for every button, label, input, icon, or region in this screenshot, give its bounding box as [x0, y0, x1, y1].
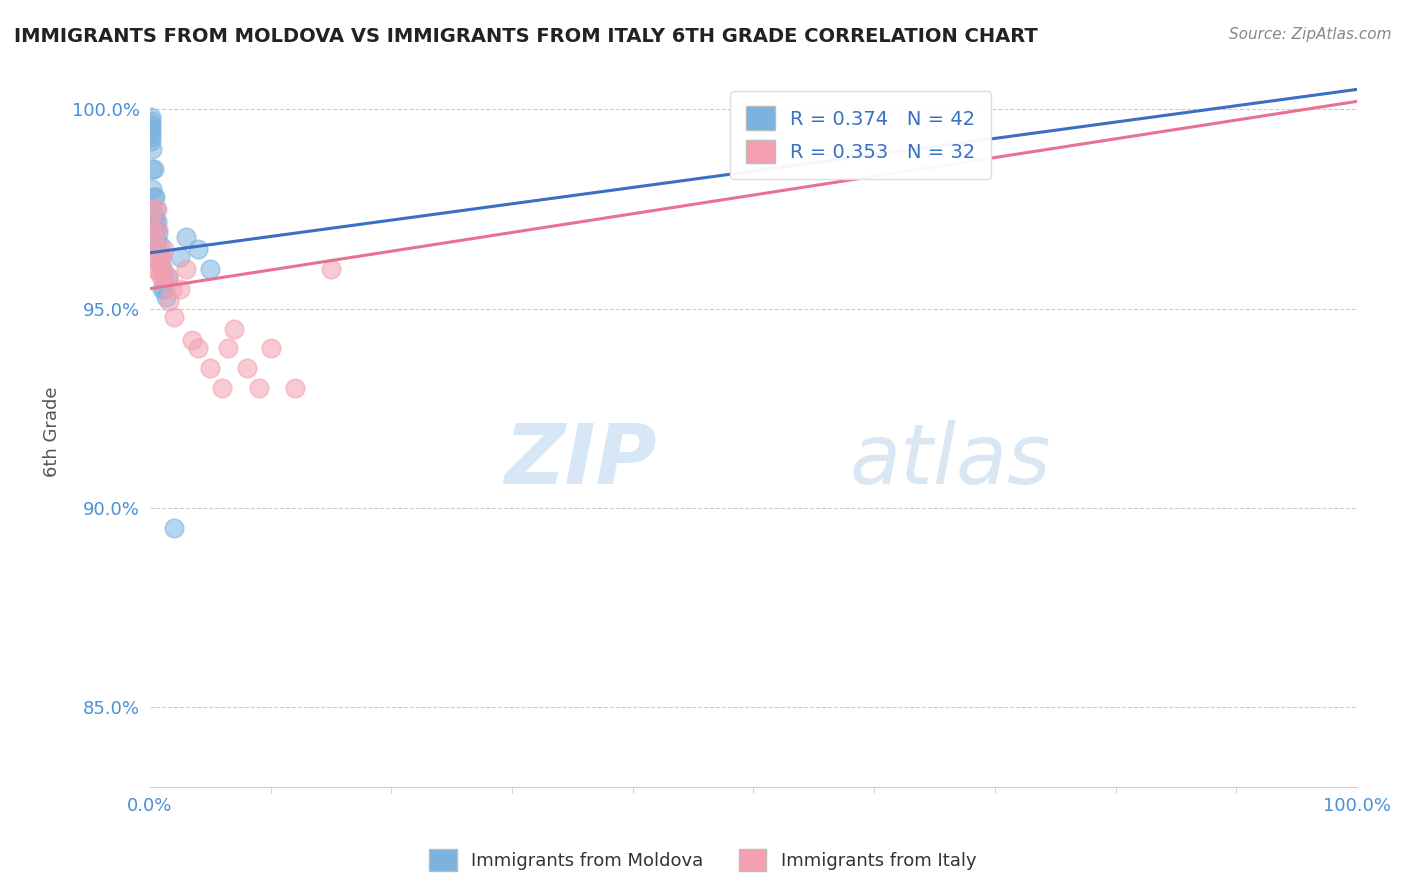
Point	[163, 521, 186, 535]
Point	[150, 261, 173, 276]
Point	[148, 245, 170, 260]
Point	[142, 210, 165, 224]
Point	[143, 234, 166, 248]
Point	[260, 342, 283, 356]
Point	[141, 222, 163, 236]
Point	[149, 250, 172, 264]
Point	[155, 290, 177, 304]
Point	[146, 202, 169, 216]
Point	[200, 261, 222, 276]
Point	[145, 222, 167, 236]
Point	[143, 214, 166, 228]
Point	[145, 202, 167, 216]
Point	[200, 361, 222, 376]
Point	[181, 334, 204, 348]
Point	[235, 361, 257, 376]
Point	[142, 190, 165, 204]
Point	[149, 269, 172, 284]
Point	[141, 142, 163, 156]
Point	[141, 130, 163, 145]
Point	[145, 242, 167, 256]
Point	[141, 202, 163, 216]
Legend: Immigrants from Moldova, Immigrants from Italy: Immigrants from Moldova, Immigrants from…	[422, 842, 984, 879]
Point	[150, 269, 173, 284]
Point	[157, 293, 180, 308]
Point	[160, 282, 183, 296]
Point	[141, 114, 163, 128]
Point	[141, 202, 163, 216]
Point	[284, 381, 307, 395]
Text: Source: ZipAtlas.com: Source: ZipAtlas.com	[1229, 27, 1392, 42]
Point	[148, 226, 170, 240]
Point	[169, 282, 191, 296]
Point	[157, 269, 180, 284]
Point	[211, 381, 233, 395]
Point	[187, 242, 209, 256]
Point	[141, 110, 163, 124]
Point	[143, 190, 166, 204]
Point	[146, 234, 169, 248]
Point	[145, 261, 167, 276]
Point	[224, 321, 246, 335]
Point	[150, 250, 173, 264]
Point	[145, 242, 167, 256]
Point	[169, 250, 191, 264]
Point	[146, 214, 169, 228]
Point	[152, 261, 174, 276]
Point	[141, 126, 163, 140]
Point	[153, 282, 176, 296]
Text: IMMIGRANTS FROM MOLDOVA VS IMMIGRANTS FROM ITALY 6TH GRADE CORRELATION CHART: IMMIGRANTS FROM MOLDOVA VS IMMIGRANTS FR…	[14, 27, 1038, 45]
Point	[157, 269, 180, 284]
Point	[148, 222, 170, 236]
Point	[142, 250, 165, 264]
Point	[141, 202, 163, 216]
Text: ZIP: ZIP	[505, 420, 657, 501]
Point	[163, 310, 186, 324]
Point	[141, 222, 163, 236]
Point	[141, 122, 163, 136]
Point	[247, 381, 270, 395]
Point	[141, 182, 163, 196]
Point	[149, 250, 172, 264]
Point	[143, 261, 166, 276]
Point	[174, 230, 197, 244]
Point	[149, 258, 172, 272]
Y-axis label: 6th Grade: 6th Grade	[44, 387, 60, 477]
Point	[141, 134, 163, 148]
Point	[150, 282, 173, 296]
Point	[187, 342, 209, 356]
Point	[141, 162, 163, 177]
Text: atlas: atlas	[851, 420, 1052, 501]
Point	[152, 269, 174, 284]
Point	[217, 342, 239, 356]
Point	[153, 242, 176, 256]
Point	[142, 162, 165, 177]
Legend: R = 0.374   N = 42, R = 0.353   N = 32: R = 0.374 N = 42, R = 0.353 N = 32	[730, 91, 991, 179]
Point	[141, 118, 163, 132]
Point	[142, 230, 165, 244]
Point	[142, 230, 165, 244]
Point	[149, 237, 172, 252]
Point	[174, 261, 197, 276]
Point	[141, 222, 163, 236]
Point	[319, 261, 342, 276]
